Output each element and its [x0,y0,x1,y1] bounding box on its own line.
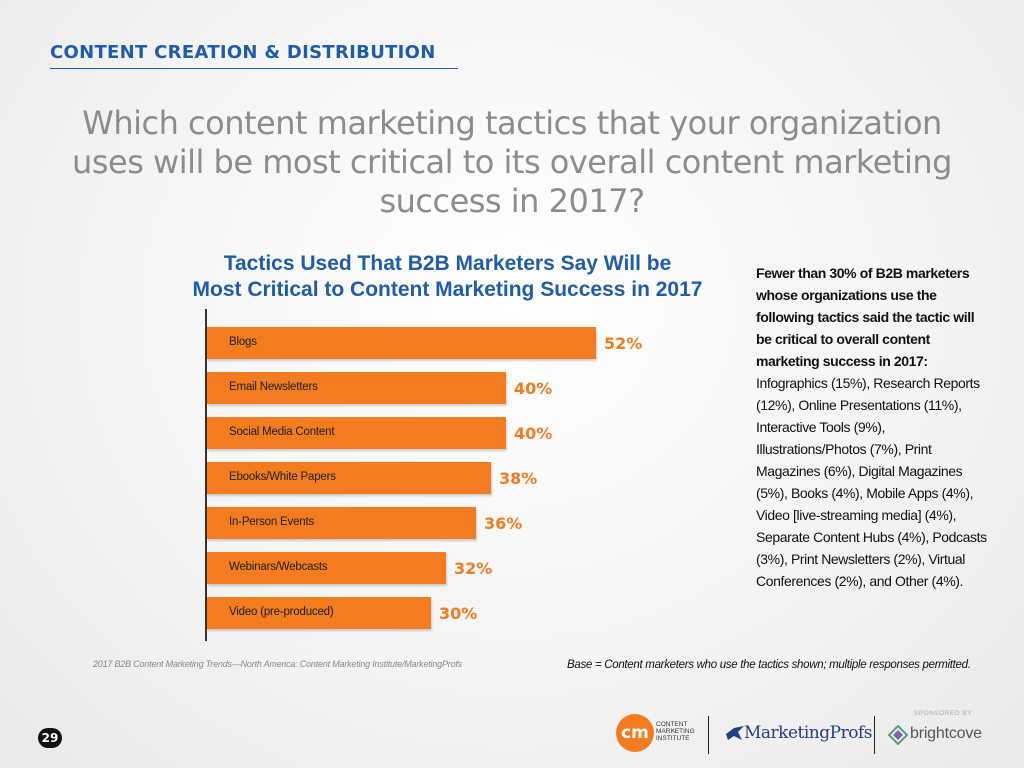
bar [207,417,506,449]
cmi-logo-icon: cm [616,714,654,752]
side-note: Fewer than 30% of B2B marketers whose or… [756,262,988,592]
bar-value-label: 36% [484,514,523,533]
side-note-body: Infographics (15%), Research Reports (12… [756,375,987,589]
brightcove-logo-icon [888,725,908,745]
bar-category-label: Ebooks/White Papers [229,471,336,483]
y-axis-line [205,309,207,641]
bar-category-label: Blogs [229,336,257,348]
bar-category-label: In-Person Events [229,516,315,528]
side-note-bold: Fewer than 30% of B2B marketers whose or… [756,265,975,369]
bar [207,327,596,359]
sponsored-by-label: SPONSORED BY [914,710,973,717]
bar-category-label: Social Media Content [229,426,335,438]
chart-title: Tactics Used That B2B Marketers Say Will… [150,251,745,303]
bar-value-label: 30% [439,604,478,623]
bar-category-label: Webinars/Webcasts [229,561,328,573]
logo-divider [874,716,875,754]
bar [207,462,491,494]
bar [207,597,431,629]
base-note: Base = Content marketers who use the tac… [567,659,971,671]
cmi-text-line: CONTENT [656,721,688,728]
section-header: CONTENT CREATION & DISTRIBUTION [50,42,458,69]
logo-divider [708,716,709,754]
chart-title-line-2: Most Critical to Content Marketing Succe… [192,278,703,301]
chart-title-line-1: Tactics Used That B2B Marketers Say Will… [223,252,672,275]
footer-logos: cm CONTENT MARKETING INSTITUTE Marketing… [612,708,1002,758]
bar-value-label: 40% [514,424,553,443]
brightcove-logo-text: brightcove [910,725,982,742]
source-note: 2017 B2B Content Marketing Trends—North … [93,659,462,669]
page-number: 29 [38,728,62,748]
cmi-text-line: INSTITUTE [656,735,690,742]
marketingprofs-bird-icon [726,726,744,740]
bar-value-label: 52% [604,334,643,353]
bar-value-label: 38% [499,469,538,488]
bar [207,372,506,404]
bar-category-label: Email Newsletters [229,381,318,393]
main-title: Which content marketing tactics that you… [72,104,952,220]
cmi-text-line: MARKETING [656,728,695,735]
cmi-logo-text: CONTENT MARKETING INSTITUTE [656,721,695,742]
marketingprofs-logo-text: MarketingProfs [744,723,872,743]
bar [207,507,476,539]
bar [207,552,446,584]
bar-value-label: 32% [454,559,493,578]
bar-category-label: Video (pre-produced) [229,606,334,618]
bar-value-label: 40% [514,379,553,398]
